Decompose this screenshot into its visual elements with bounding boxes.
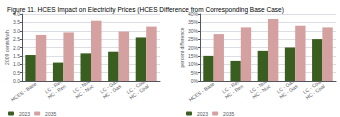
svg-text:2023: 2023 xyxy=(197,111,208,117)
svg-text:HCES - Base: HCES - Base xyxy=(188,80,216,102)
svg-text:HC - Ren: HC - Ren xyxy=(224,83,245,100)
svg-text:1.5: 1.5 xyxy=(13,53,20,59)
svg-text:4.0: 4.0 xyxy=(13,11,20,17)
svg-text:HC - Coal: HC - Coal xyxy=(128,83,149,101)
svg-text:2035: 2035 xyxy=(45,111,56,117)
svg-text:HC - Nuc: HC - Nuc xyxy=(251,83,272,100)
svg-text:percent difference: percent difference xyxy=(179,27,185,67)
svg-text:2009 cents/kwh: 2009 cents/kwh xyxy=(4,30,10,65)
svg-text:Figure 11. HCES Impact on Elec: Figure 11. HCES Impact on Electricity Pr… xyxy=(7,6,284,14)
svg-text:2.0: 2.0 xyxy=(13,45,20,51)
svg-text:2.5: 2.5 xyxy=(13,36,20,42)
svg-text:3.0: 3.0 xyxy=(13,28,20,34)
svg-text:HC - Gas: HC - Gas xyxy=(278,83,299,100)
svg-text:5%: 5% xyxy=(191,70,199,76)
svg-text:35%: 35% xyxy=(188,19,199,25)
svg-text:20%: 20% xyxy=(188,45,199,51)
svg-text:40%: 40% xyxy=(188,11,198,17)
svg-text:30%: 30% xyxy=(188,28,199,34)
svg-text:HCES - Base: HCES - Base xyxy=(10,80,38,102)
svg-text:HC - Gas: HC - Gas xyxy=(102,83,123,100)
svg-text:0.0: 0.0 xyxy=(13,78,20,84)
svg-text:15%: 15% xyxy=(188,53,199,59)
svg-text:HC - Nuc: HC - Nuc xyxy=(74,83,95,100)
svg-text:3.5: 3.5 xyxy=(13,19,20,25)
svg-text:HC - Coal: HC - Coal xyxy=(304,83,325,101)
svg-text:1.0: 1.0 xyxy=(13,61,20,67)
svg-text:0.5: 0.5 xyxy=(13,70,20,76)
svg-text:2023: 2023 xyxy=(19,111,30,117)
svg-text:25%: 25% xyxy=(188,36,199,42)
svg-text:0%: 0% xyxy=(191,78,199,84)
svg-text:10%: 10% xyxy=(188,61,199,67)
svg-text:HC - Ren: HC - Ren xyxy=(46,83,67,100)
svg-text:2035: 2035 xyxy=(223,111,234,117)
